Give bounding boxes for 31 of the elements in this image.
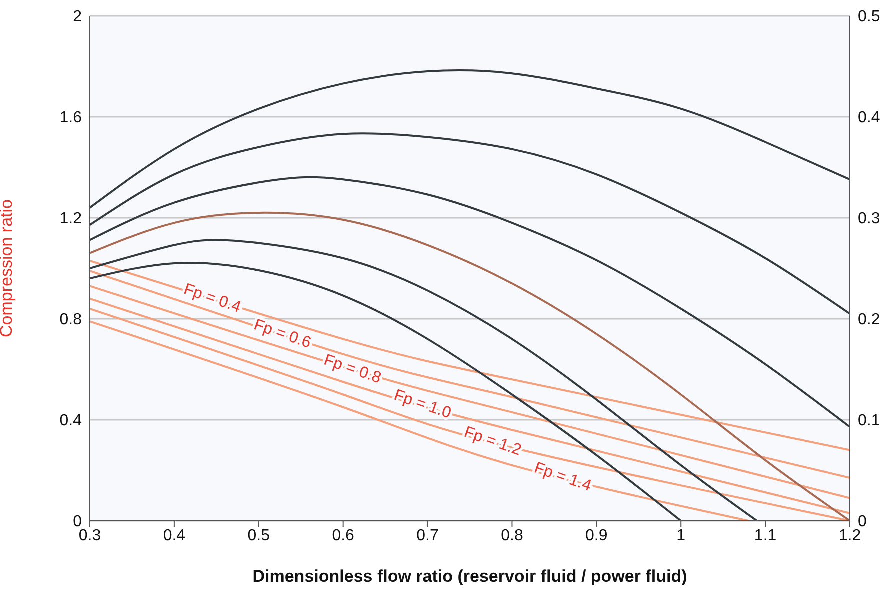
text: Fp = 1.4 [532, 460, 594, 496]
line-series [90, 239, 758, 521]
x-tick-label: 0.9 [586, 527, 608, 544]
line-series [90, 320, 750, 521]
line-series [90, 70, 850, 209]
x-axis-title: Dimensionless flow ratio (reservoir fluid / power fluid) [252, 567, 688, 586]
x-tick-label: 0.7 [416, 527, 439, 544]
y2-tick-label: 0.1 [858, 412, 880, 430]
text: Fp = 0.8 [322, 352, 384, 388]
line-series [90, 132, 850, 315]
y-tick-label: 1.2 [60, 210, 82, 228]
x-tick-label: 0.6 [332, 527, 355, 544]
text: Fp = 1.0 [392, 387, 454, 422]
text: Fp = 0.4 [182, 281, 244, 316]
y2-tick-label: 0.5 [858, 8, 880, 26]
y2-tick-label: 0.3 [858, 210, 880, 228]
x-tick-label: 0.4 [163, 527, 186, 544]
x-tick-label: 0.5 [248, 527, 270, 544]
y-tick-label: 2 [73, 8, 82, 26]
x-tick-label: 1 [676, 527, 686, 544]
x-tick-label: 1.1 [754, 527, 777, 544]
y-tick-label: 1.6 [60, 110, 82, 127]
line-series [90, 262, 682, 521]
text: Fp = 0.6 [252, 316, 314, 352]
y2-tick-label: 0.2 [858, 312, 880, 329]
y-tick-label: 0.8 [60, 312, 82, 329]
y2-tick-label: 0.4 [858, 110, 880, 127]
y-tick-label: 0.4 [60, 412, 82, 430]
x-tick-label: 0.8 [501, 527, 524, 544]
text: Fp = 1.2 [462, 424, 524, 460]
y-axis-title: Compression ratio [0, 200, 16, 338]
